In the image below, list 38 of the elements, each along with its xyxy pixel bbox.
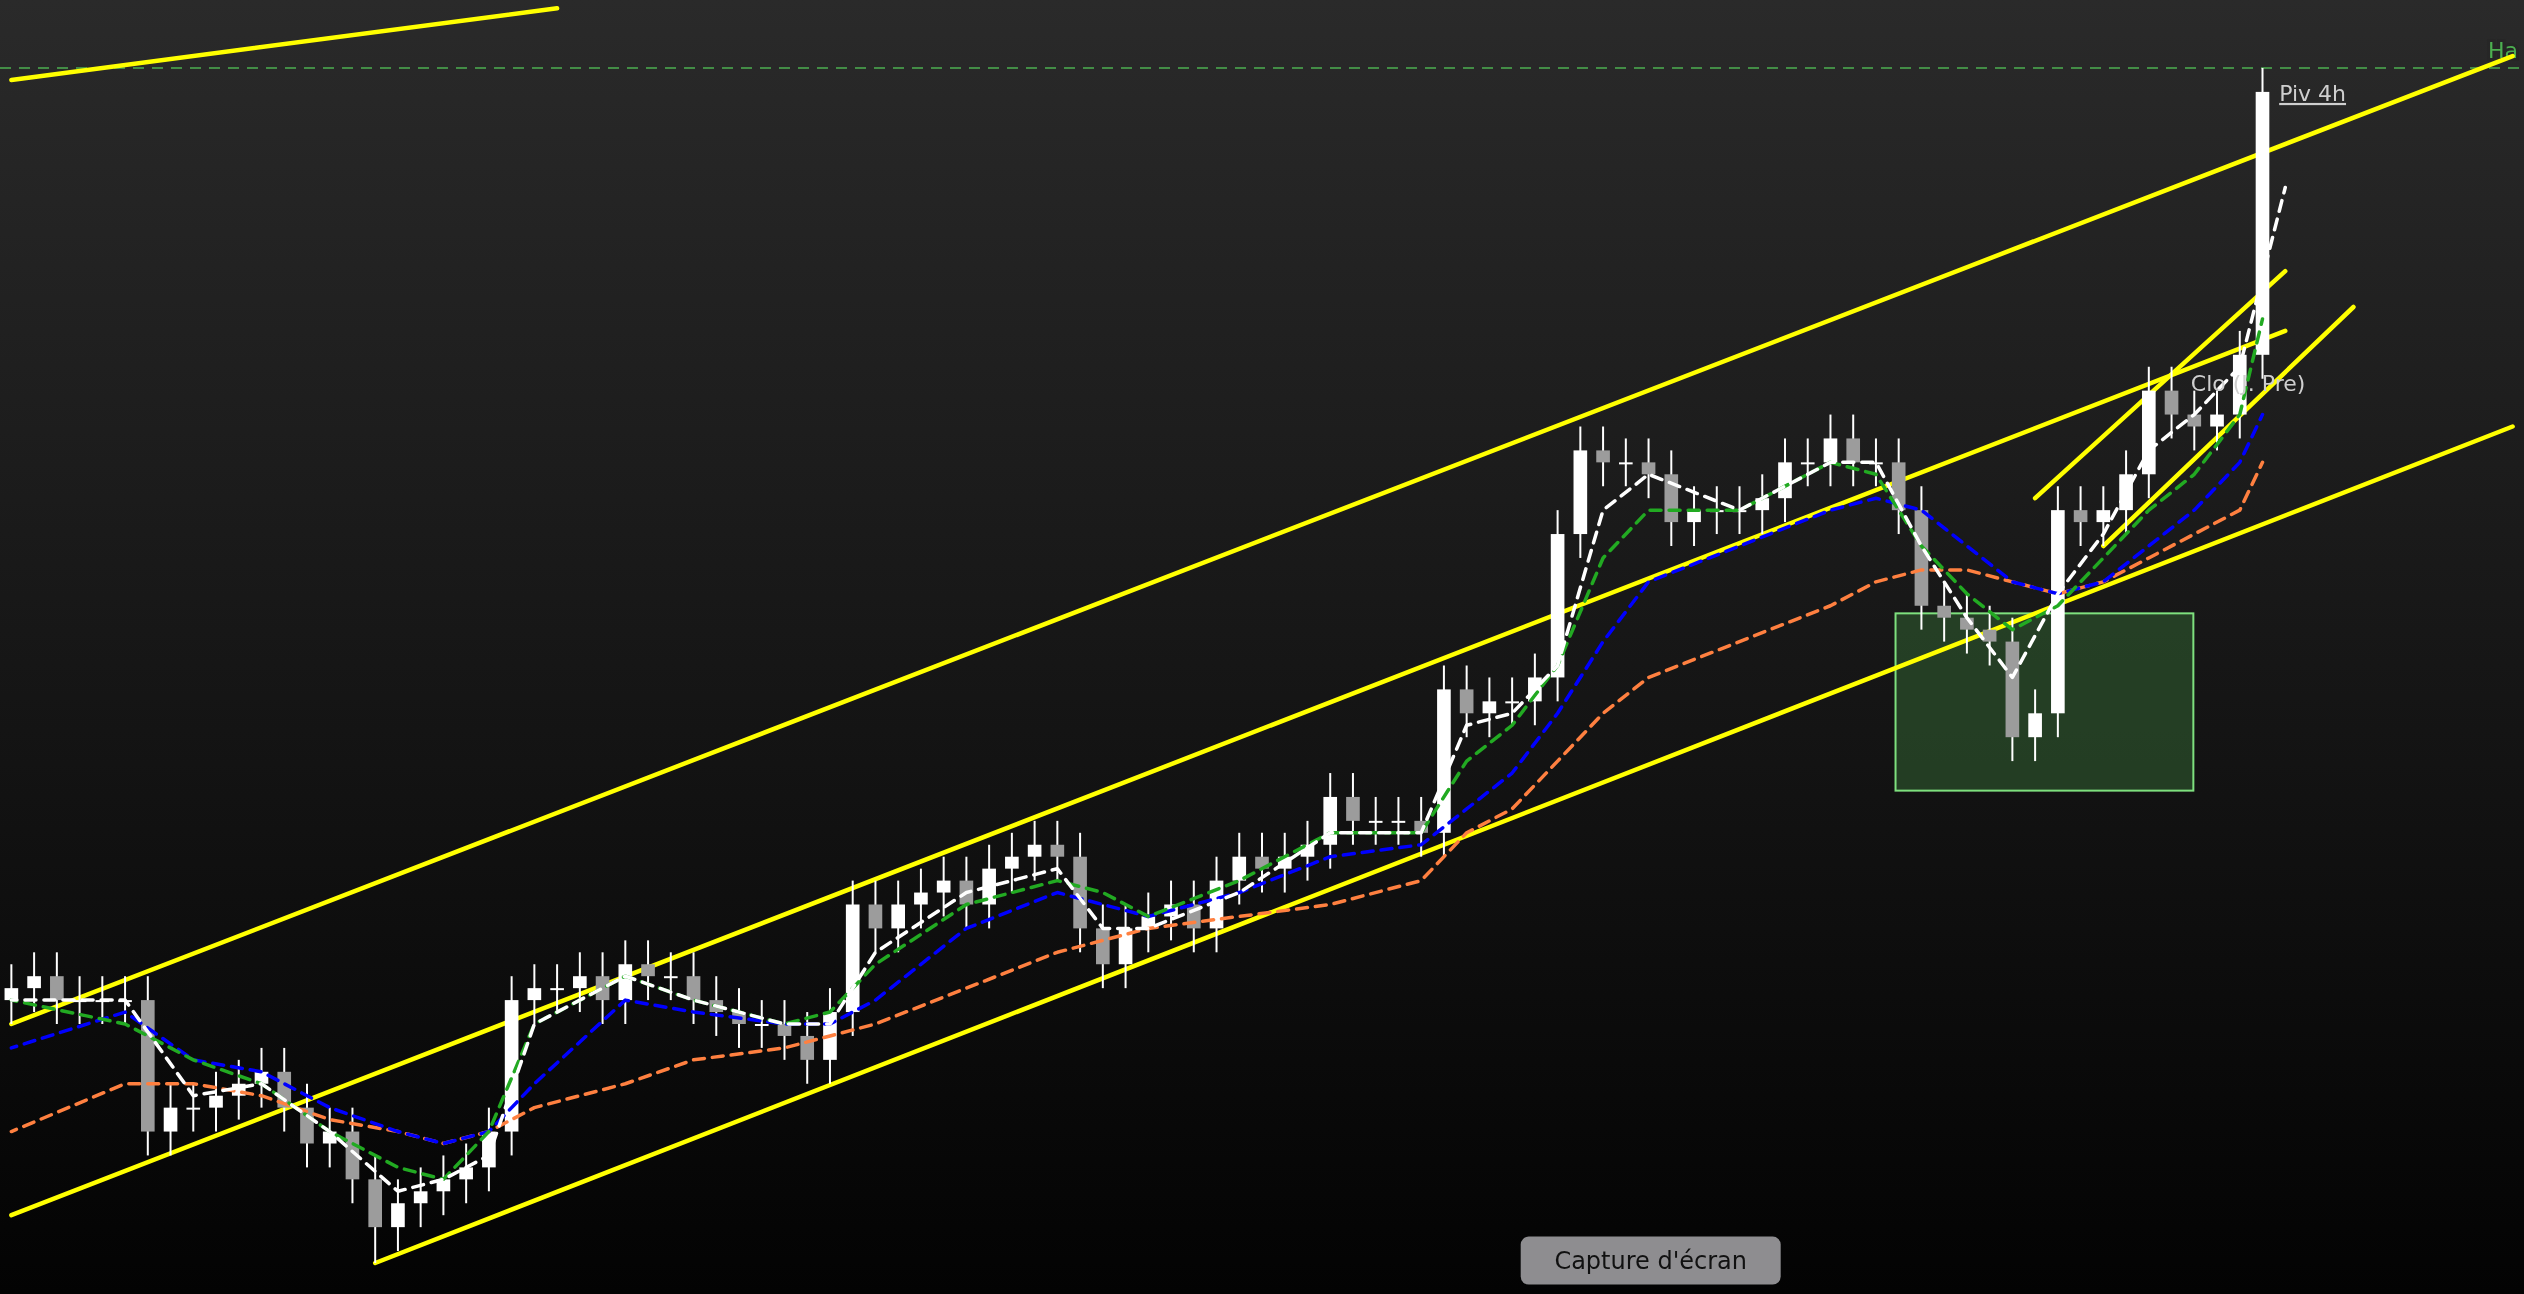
candlestick bbox=[1800, 437, 1815, 488]
candlestick bbox=[1232, 831, 1247, 906]
candlestick bbox=[2187, 389, 2202, 452]
candlestick bbox=[573, 951, 587, 1014]
candlestick bbox=[2028, 688, 2042, 763]
candlestick bbox=[1050, 819, 1065, 882]
candlestick bbox=[1459, 664, 1474, 739]
candlestick bbox=[936, 855, 951, 918]
candlestick bbox=[641, 939, 655, 1002]
candlestick bbox=[50, 951, 64, 1025]
candlestick bbox=[800, 1011, 815, 1085]
candlestick bbox=[2210, 389, 2224, 452]
candlestick bbox=[209, 1070, 223, 1133]
candlestick bbox=[1846, 413, 1861, 488]
candlestick bbox=[1641, 437, 1656, 500]
candlestick bbox=[1027, 819, 1042, 882]
candlestick bbox=[527, 963, 542, 1025]
candlestick bbox=[686, 951, 701, 1025]
annotation: Piv 4h bbox=[2279, 80, 2347, 106]
candlestick bbox=[27, 951, 41, 1014]
annotation: Capture d'écran bbox=[1554, 1246, 1748, 1275]
candlestick bbox=[754, 999, 769, 1049]
candlestick bbox=[1619, 437, 1633, 488]
candlestick bbox=[1482, 676, 1497, 739]
candlestick bbox=[891, 879, 905, 954]
candlestick bbox=[2164, 365, 2179, 440]
candlestick bbox=[1982, 604, 1997, 667]
candlestick bbox=[1346, 772, 1360, 846]
candlestick bbox=[1005, 831, 1019, 894]
candlestick bbox=[663, 951, 678, 1002]
candlestick bbox=[2096, 485, 2111, 547]
candlestick bbox=[2073, 485, 2088, 547]
candlestick bbox=[868, 879, 883, 954]
candlestick bbox=[914, 867, 928, 930]
candlestick bbox=[1823, 413, 1838, 488]
candlestick bbox=[1368, 795, 1383, 846]
candlestick bbox=[1391, 795, 1406, 846]
candlestick bbox=[1596, 425, 1610, 488]
